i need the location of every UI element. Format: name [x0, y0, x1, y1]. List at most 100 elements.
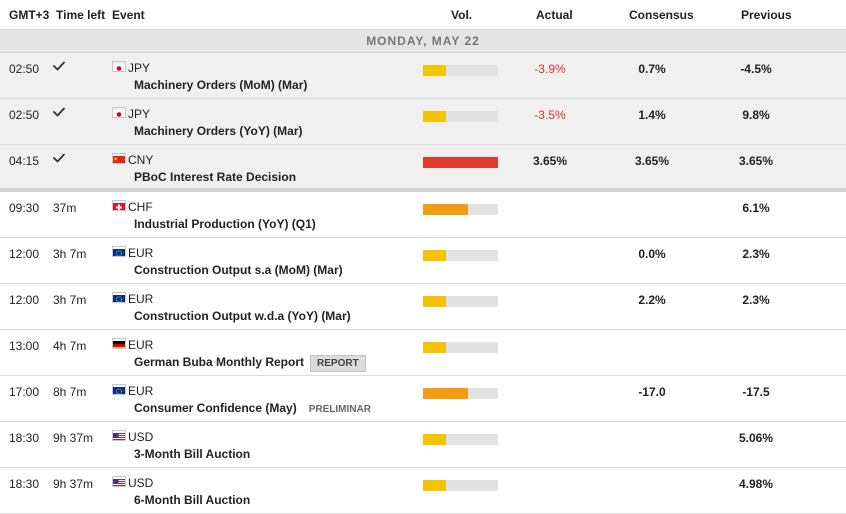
consensus-value: 3.65% — [634, 154, 670, 168]
volatility-fill — [423, 204, 468, 215]
japan-flag-icon — [112, 107, 126, 118]
event-name[interactable]: Consumer Confidence (May) PRELIMINAR — [134, 401, 377, 417]
volatility-bar — [423, 250, 498, 261]
consensus-value: 0.7% — [638, 62, 666, 76]
time-left: 9h 37m — [53, 431, 94, 445]
previous-value: -17.5 — [742, 385, 770, 399]
event-name[interactable]: 3-Month Bill Auction — [134, 447, 250, 461]
table-row[interactable]: 12:00 3h 7m EUR Construction Output w.d.a (… — [0, 284, 846, 330]
previous-value: -4.5% — [740, 62, 772, 76]
time-left: 37m — [53, 201, 77, 215]
table-row[interactable]: 12:00 3h 7m EUR Construction Output s.a (Mo… — [0, 238, 846, 284]
event-name-text[interactable]: Machinery Orders (YoY) (Mar) — [134, 124, 303, 138]
time-left: 4h 7m — [53, 339, 87, 353]
check-icon — [53, 152, 65, 163]
currency-code: EUR — [128, 246, 154, 260]
table-row[interactable]: 17:00 8h 7m EUR Consumer Confidence (May) PR… — [0, 376, 846, 422]
event-name[interactable]: 6-Month Bill Auction — [134, 493, 250, 507]
table-row[interactable]: 09:30 37m CHF Industrial Production (YoY) (… — [0, 192, 846, 238]
event-name-text[interactable]: Construction Output s.a (MoM) (Mar) — [134, 263, 343, 277]
volatility-fill — [423, 342, 446, 353]
volatility-fill — [423, 157, 498, 168]
event-time: 04:15 — [9, 154, 40, 168]
usa-flag-icon — [112, 430, 126, 441]
event-name-text[interactable]: Industrial Production (YoY) (Q1) — [134, 217, 316, 231]
consensus-value: 2.2% — [638, 293, 666, 307]
volatility-fill — [423, 480, 446, 491]
previous-header: Previous — [741, 8, 792, 22]
table-row[interactable]: 18:30 9h 37m USD 3-Month Bill Auction 5.06% — [0, 422, 846, 468]
vol-header: Vol. — [451, 8, 473, 22]
previous-value: 2.3% — [742, 247, 770, 261]
table-row[interactable]: 13:00 4h 7m EUR German Buba Monthly Report R… — [0, 330, 846, 376]
event-time: 18:30 — [9, 431, 40, 445]
previous-value: 5.06% — [738, 431, 774, 445]
consensus-value: 0.0% — [638, 247, 666, 261]
actual-value: -3.9% — [534, 62, 566, 76]
event-name[interactable]: Machinery Orders (MoM) (Mar) — [134, 78, 307, 92]
volatility-bar — [423, 111, 498, 122]
event-time: 02:50 — [9, 108, 40, 122]
previous-value: 9.8% — [742, 108, 770, 122]
previous-value: 2.3% — [742, 293, 770, 307]
volatility-fill — [423, 111, 446, 122]
event-name-text[interactable]: Consumer Confidence (May) — [134, 401, 297, 415]
eu-flag-icon — [112, 384, 126, 395]
table-row[interactable]: 02:50 JPY Machinery Orders (MoM) (Mar) -3.9… — [0, 53, 846, 99]
event-name[interactable]: PBoC Interest Rate Decision — [134, 170, 296, 184]
time-left: 3h 7m — [53, 247, 87, 261]
volatility-bar — [423, 296, 498, 307]
currency-code: EUR — [128, 338, 154, 352]
currency-code: EUR — [128, 292, 154, 306]
event-name[interactable]: Machinery Orders (YoY) (Mar) — [134, 124, 302, 138]
event-time: 13:00 — [9, 339, 40, 353]
event-name-text[interactable]: 6-Month Bill Auction — [134, 493, 251, 507]
volatility-fill — [423, 296, 446, 307]
event-name-text[interactable]: PBoC Interest Rate Decision — [134, 170, 297, 184]
germany-flag-icon — [112, 338, 126, 349]
volatility-bar — [423, 388, 498, 399]
volatility-fill — [423, 388, 468, 399]
event-name-text[interactable]: 3-Month Bill Auction — [134, 447, 251, 461]
timezone-header[interactable]: GMT+3 — [9, 8, 50, 22]
volatility-bar — [423, 65, 498, 76]
time-left: 3h 7m — [53, 293, 87, 307]
event-name-text[interactable]: Machinery Orders (MoM) (Mar) — [134, 78, 308, 92]
table-row[interactable]: 18:30 9h 37m USD 6-Month Bill Auction 4.98% — [0, 468, 846, 514]
actual-header: Actual — [536, 8, 573, 22]
day-separator: MONDAY, MAY 22 — [0, 30, 846, 53]
previous-value: 3.65% — [738, 154, 774, 168]
previous-value: 4.98% — [738, 477, 774, 491]
volatility-fill — [423, 65, 446, 76]
consensus-header: Consensus — [629, 8, 694, 22]
event-name-text[interactable]: Construction Output w.d.a (YoY) (Mar) — [134, 309, 351, 323]
event-name[interactable]: Industrial Production (YoY) (Q1) — [134, 217, 316, 231]
event-name-text[interactable]: German Buba Monthly Report — [134, 355, 305, 369]
volatility-bar — [423, 204, 498, 215]
event-name[interactable]: Construction Output s.a (MoM) (Mar) — [134, 263, 343, 277]
event-time: 02:50 — [9, 62, 40, 76]
usa-flag-icon — [112, 476, 126, 487]
switzerland-flag-icon — [112, 200, 126, 211]
event-tag: REPORT — [310, 355, 366, 372]
volatility-fill — [423, 250, 446, 261]
volatility-bar — [423, 480, 498, 491]
currency-code: JPY — [128, 61, 151, 75]
event-time: 18:30 — [9, 477, 40, 491]
event-time: 17:00 — [9, 385, 40, 399]
event-name[interactable]: German Buba Monthly Report REPORT — [134, 355, 366, 372]
consensus-value: -17.0 — [638, 385, 666, 399]
table-row[interactable]: 04:15 CNY PBoC Interest Rate Decision 3.65%… — [0, 145, 846, 192]
events-table: 02:50 JPY Machinery Orders (MoM) (Mar) -3.9… — [0, 53, 846, 514]
currency-code: EUR — [128, 384, 154, 398]
table-row[interactable]: 02:50 JPY Machinery Orders (YoY) (Mar) -3.5… — [0, 99, 846, 145]
volatility-bar — [423, 342, 498, 353]
volatility-fill — [423, 434, 446, 445]
actual-value: 3.65% — [532, 154, 568, 168]
eu-flag-icon — [112, 246, 126, 257]
event-time: 12:00 — [9, 293, 40, 307]
volatility-bar — [423, 157, 498, 168]
eu-flag-icon — [112, 292, 126, 303]
volatility-bar — [423, 434, 498, 445]
event-name[interactable]: Construction Output w.d.a (YoY) (Mar) — [134, 309, 351, 323]
